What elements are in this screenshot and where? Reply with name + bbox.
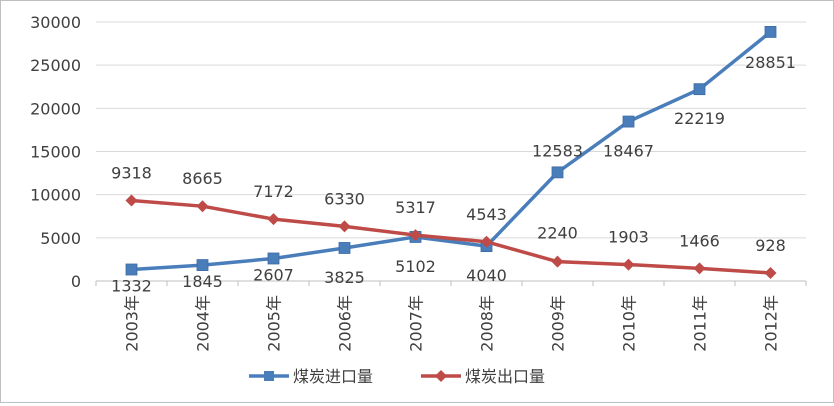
data-point bbox=[693, 262, 706, 275]
data-point bbox=[196, 259, 209, 271]
data-point bbox=[267, 252, 280, 265]
y-tick-label: 20000 bbox=[30, 99, 81, 118]
data-label: 12583 bbox=[532, 141, 583, 160]
data-point bbox=[125, 263, 138, 276]
x-tick-label: 2008年 bbox=[478, 295, 497, 352]
data-label: 4543 bbox=[466, 205, 507, 224]
y-tick-label: 10000 bbox=[30, 186, 81, 205]
data-label: 1845 bbox=[182, 272, 223, 291]
axes: 0 5000 10000 15000 20000 25000 30000 2003年 2004年… bbox=[30, 13, 807, 352]
legend-label: 煤炭进口量 bbox=[293, 367, 373, 386]
data-point bbox=[551, 166, 564, 179]
series-line bbox=[131, 198, 771, 275]
data-point bbox=[764, 266, 777, 279]
data-label: 1332 bbox=[111, 277, 152, 296]
legend-item: 煤炭出口量 bbox=[421, 367, 545, 386]
data-point bbox=[622, 258, 635, 271]
data-label: 7172 bbox=[253, 182, 294, 201]
data-point bbox=[764, 26, 777, 38]
data-label: 18467 bbox=[603, 142, 654, 161]
y-tick-label: 15000 bbox=[30, 143, 81, 162]
x-tick-label: 2010年 bbox=[620, 295, 639, 352]
x-tick-label: 2005年 bbox=[265, 295, 284, 352]
gridlines bbox=[96, 21, 806, 239]
data-label: 4040 bbox=[466, 266, 507, 285]
x-tick-label: 2004年 bbox=[194, 295, 213, 352]
data-point bbox=[480, 235, 493, 248]
x-tick-label: 2007年 bbox=[407, 295, 426, 352]
data-labels: 1332 1845 2607 3825 5102 4040 12583 18467 22219 2… bbox=[111, 53, 796, 296]
legend: 煤炭进口量 煤炭出口量 bbox=[249, 367, 545, 386]
x-tick-label: 2012年 bbox=[762, 295, 781, 352]
data-label: 5102 bbox=[395, 257, 436, 276]
data-label: 28851 bbox=[745, 53, 796, 72]
data-label: 22219 bbox=[674, 109, 725, 128]
series-line bbox=[131, 30, 772, 272]
y-tick-label: 25000 bbox=[30, 56, 81, 75]
legend-marker bbox=[435, 370, 447, 382]
data-label: 2607 bbox=[253, 265, 294, 284]
legend-item: 煤炭进口量 bbox=[249, 367, 373, 386]
series-layer bbox=[125, 26, 777, 279]
data-point bbox=[622, 115, 635, 128]
data-label: 1903 bbox=[608, 228, 649, 247]
data-label: 5317 bbox=[395, 198, 436, 217]
legend-label: 煤炭出口量 bbox=[465, 367, 545, 386]
data-label: 1466 bbox=[679, 231, 720, 250]
data-point bbox=[693, 83, 706, 96]
x-tick-label: 2009年 bbox=[549, 295, 568, 352]
data-label: 3825 bbox=[324, 268, 365, 287]
data-point bbox=[551, 255, 564, 268]
data-point bbox=[267, 213, 280, 226]
data-label: 928 bbox=[755, 236, 786, 255]
data-point bbox=[196, 200, 209, 213]
x-tick-label: 2006年 bbox=[336, 295, 355, 352]
data-label: 2240 bbox=[537, 224, 578, 243]
x-tick-label: 2011年 bbox=[691, 295, 710, 352]
data-label: 6330 bbox=[324, 189, 365, 208]
data-point bbox=[338, 220, 351, 233]
y-tick-label: 5000 bbox=[40, 229, 81, 248]
data-point bbox=[125, 194, 138, 207]
y-tick-label: 30000 bbox=[30, 13, 81, 32]
data-point bbox=[409, 229, 422, 242]
x-tick-label: 2003年 bbox=[123, 295, 142, 352]
y-tick-label: 0 bbox=[71, 272, 81, 291]
data-label: 9318 bbox=[111, 164, 152, 183]
data-label: 8665 bbox=[182, 169, 223, 188]
data-point bbox=[338, 242, 351, 254]
legend-marker bbox=[264, 371, 274, 381]
